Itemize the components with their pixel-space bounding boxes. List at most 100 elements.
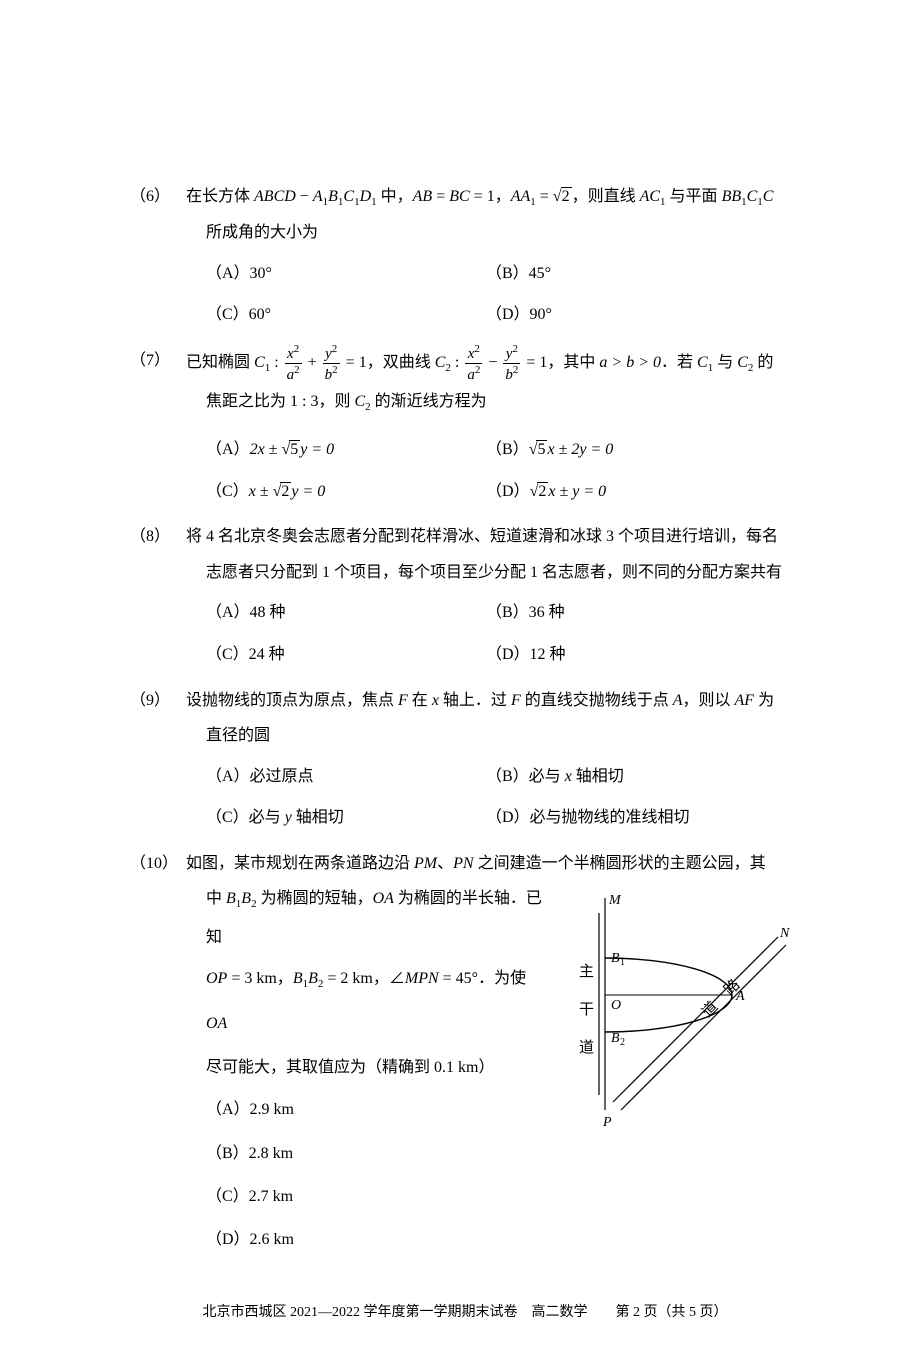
q7-l2t: 的渐近线方程为 [371,393,487,410]
q10-l1t: 之间建造一个半椭圆形状的主题公园，其 [474,855,766,872]
q10-s2: ， [373,970,389,987]
q6-pc: C [747,188,758,205]
q6-option-b: （B）45° [486,253,800,295]
svg-text:O: O [611,998,621,1013]
q9-c-pre: （C）必与 [206,809,285,826]
q7-frac-x1: x2a2 [285,344,302,383]
q6-pre: 在长方体 [186,188,254,205]
q9-option-a: （A）必过原点 [206,756,486,798]
q10-comma: 、 [437,855,453,872]
q7-and: 与 [713,354,737,371]
q9-m2: 轴上．过 [439,692,511,709]
q9-b-t: 轴相切 [572,768,624,785]
question-10: （10）如图，某市规划在两条道路边沿 PM、PN 之间建造一个半椭圆形状的主题公… [130,847,800,1261]
q10-ange: = 45° [439,970,478,987]
q7-ab: a > b > 0 [599,354,661,371]
q10-stem-line4: 尽可能大，其取值应为（精确到 0.1 km） [206,1047,550,1089]
q10-text-col: 中 B1B2 为椭圆的短轴，OA 为椭圆的半长轴．已知 OP = 3 km，B1… [206,880,550,1261]
q9-b-pre: （B）必与 [486,768,565,785]
question-9: （9）设抛物线的顶点为原点，焦点 F 在 x 轴上．过 F 的直线交抛物线于点 … [130,684,800,839]
q10-op: OP [206,970,227,987]
q10-b2: B [241,890,251,907]
svg-text:道: 道 [579,1039,594,1056]
question-6: （6）在长方体 ABCD − A1B1C1D1 中，AB = BC = 1，AA… [130,180,800,336]
q7-d-sqrt-inner: 2 [537,482,548,501]
q7-cond: ，其中 [547,354,599,371]
svg-text:2: 2 [620,1037,625,1048]
q7-colon2: : [451,354,463,371]
q7-a-sqrt: 5 [281,429,300,471]
q9-pre: 设抛物线的顶点为原点，焦点 [186,692,398,709]
q10-l3t: ．为使 [478,970,526,987]
q9-e: 为 [754,692,774,709]
q6-stem-line2: 所成角的大小为 [130,214,800,252]
q9-c-ax: y [285,809,292,826]
q7-b-sqrt-inner: 5 [536,440,547,459]
q6-ab: AB [413,188,433,205]
q6-mid: ，则直线 [572,188,640,205]
q7-frac-y1: y2b2 [323,344,340,383]
q7-option-c: （C）x ± 2y = 0 [206,471,486,513]
q6-d1: D [360,188,372,205]
q10-l2p: 中 [206,890,226,907]
q7-poss: 的 [753,354,773,371]
q7-b-tail: x ± 2y = 0 [547,441,613,458]
q7-option-b: （B） 5x ± 2y = 0 [486,429,800,471]
q10-bbv: = 2 km [323,970,372,987]
q7-c1: C [254,354,265,371]
svg-text:P: P [602,1115,612,1130]
q6-sqrt2-inner: 2 [561,187,572,206]
q7-stem-line1: 已知椭圆 C1 : x2a2 + y2b2 = 1，双曲线 C2 : x2a2 … [186,354,773,371]
q10-l2m: 为椭圆的短轴， [257,890,373,907]
q6-sqrt2: 2 [553,180,572,214]
question-7: （7）已知椭圆 C1 : x2a2 + y2b2 = 1，双曲线 C2 : x2… [130,344,800,513]
q8-stem-line1: 将 4 名北京冬奥会志愿者分配到花样滑冰、短道速滑和冰球 3 个项目进行培训，每… [186,528,778,545]
svg-text:1: 1 [620,957,625,968]
q10-option-d: （D）2.6 km [206,1218,550,1261]
q6-number: （6） [130,180,186,214]
q6-aa: AA [511,188,531,205]
q7-c2b: C [737,354,748,371]
q7-option-a: （A）2x ± 5y = 0 [206,429,486,471]
svg-text:B: B [611,951,620,966]
q10-option-c: （C）2.7 km [206,1175,550,1218]
q9-c-t: 轴相切 [292,809,344,826]
q7-c-body: x ± [249,483,273,500]
q6-option-a: （A）30° [206,253,486,295]
q8-option-d: （D）12 种 [486,634,800,676]
q10-diagram: MNB1B2OAP主干道道路 [550,880,800,1140]
q7-a-body: 2x ± [250,441,282,458]
q6-options-row2: （C）60° （D）90° [130,294,800,336]
q9-option-c: （C）必与 y 轴相切 [206,797,486,839]
q7-plus: + [304,354,321,371]
q7-d-tail: x ± y = 0 [548,483,606,500]
q9-m1: 在 [408,692,432,709]
q7-a-sqrt-inner: 5 [289,440,300,459]
footer-pre: 北京市西城区 2021—2022 学年度第一学期期末试卷 高二数学 第 [203,1305,634,1320]
q7-a-tail: y = 0 [300,441,334,458]
q9-b-ax: x [565,768,572,785]
q7-c-sqrt: 2 [273,471,292,513]
q9-option-d: （D）必与抛物线的准线相切 [486,797,800,839]
q6-eq1: = 1 [470,188,495,205]
q9-t: ，则以 [683,692,735,709]
q6-c1: C [343,188,354,205]
q10-stem-line3: OP = 3 km，B1B2 = 2 km，∠MPN = 45°．为使 OA [206,957,550,1047]
q7-d-sqrt: 2 [530,471,549,513]
q7-options-row2: （C）x ± 2y = 0 （D）2x ± y = 0 [130,471,800,513]
q10-bb1: B [293,970,303,987]
q10-oa: OA [373,890,394,907]
q6-bb: BB [722,188,742,205]
q9-a: A [673,692,683,709]
q7-b-pre: （B） [486,441,529,458]
svg-text:道: 道 [699,999,722,1022]
q7-l2p: 焦距之比为 [206,393,290,410]
q7-stem-line2: 焦距之比为 1 : 3，则 C2 的渐近线方程为 [130,383,800,421]
q7-c-sqrt-inner: 2 [280,482,291,501]
q9-f2: F [511,692,521,709]
q8-option-b: （B）36 种 [486,592,800,634]
q7-colon1: : [270,354,282,371]
q7-d-pre: （D） [486,483,530,500]
q10-option-b: （B）2.8 km [206,1132,550,1175]
footer-current: 2 [633,1305,640,1320]
